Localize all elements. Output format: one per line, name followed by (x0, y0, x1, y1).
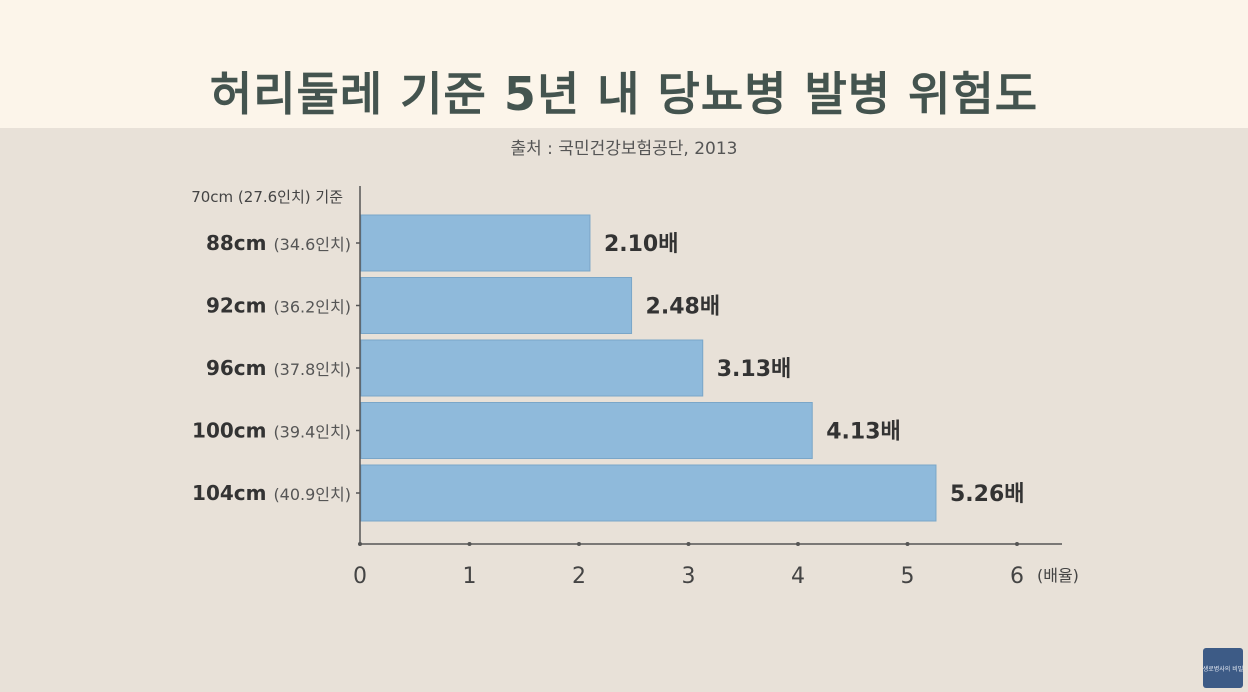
category-label-0: 88cm (34.6인치) (206, 231, 351, 255)
x-tick-mark-4 (796, 542, 800, 546)
value-label-3: 4.13배 (826, 420, 901, 445)
category-main-1: 92cm (206, 294, 274, 318)
category-main-2: 96cm (206, 356, 274, 380)
category-main-0: 88cm (206, 231, 274, 255)
bar-1 (360, 277, 633, 334)
category-main-4: 104cm (192, 481, 273, 505)
x-tick-label-0: 0 (353, 564, 367, 589)
value-label-1: 2.48배 (646, 295, 721, 320)
chart-title: 허리둘레 기준 5년 내 당뇨병 발병 위험도 (209, 67, 1039, 121)
x-axis-unit-label: (배율) (1037, 566, 1079, 585)
category-sub-0: (34.6인치) (273, 235, 351, 254)
bar-3 (360, 402, 813, 459)
x-tick-label-4: 4 (791, 564, 805, 589)
watermark-text: 생로병사의 비밀 (1202, 665, 1244, 673)
category-sub-4: (40.9인치) (273, 485, 351, 504)
x-tick-label-3: 3 (682, 564, 696, 589)
reference-label: 70cm (27.6인치) 기준 (191, 188, 343, 206)
category-label-4: 104cm (40.9인치) (192, 481, 351, 505)
value-label-2: 3.13배 (717, 357, 792, 382)
bar-2 (360, 339, 704, 397)
x-tick-mark-2 (577, 542, 581, 546)
category-label-2: 96cm (37.8인치) (206, 356, 351, 380)
chart-source: 출처 : 국민건강보험공단, 2013 (510, 139, 738, 159)
header-band (0, 0, 1248, 128)
x-tick-label-6: 6 (1010, 564, 1024, 589)
x-tick-label-1: 1 (463, 564, 477, 589)
category-sub-2: (37.8인치) (273, 360, 351, 379)
value-label-0: 2.10배 (604, 232, 679, 257)
x-tick-mark-1 (467, 542, 472, 546)
x-tick-label-2: 2 (572, 564, 586, 589)
category-sub-1: (36.2인치) (273, 298, 351, 317)
x-tick-mark-0 (358, 542, 362, 546)
category-sub-3: (39.4인치) (273, 423, 351, 442)
category-label-3: 100cm (39.4인치) (192, 419, 351, 443)
bar-0 (360, 214, 591, 272)
bar-4 (360, 464, 937, 522)
value-label-4: 5.26배 (950, 482, 1025, 507)
x-tick-mark-5 (905, 542, 910, 546)
channel-watermark-logo: 생로병사의 비밀 (1203, 648, 1243, 688)
x-tick-label-5: 5 (901, 564, 915, 589)
x-tick-mark-6 (1015, 542, 1019, 546)
category-main-3: 100cm (192, 419, 273, 443)
category-label-1: 92cm (36.2인치) (206, 294, 351, 318)
x-tick-mark-3 (686, 542, 691, 546)
